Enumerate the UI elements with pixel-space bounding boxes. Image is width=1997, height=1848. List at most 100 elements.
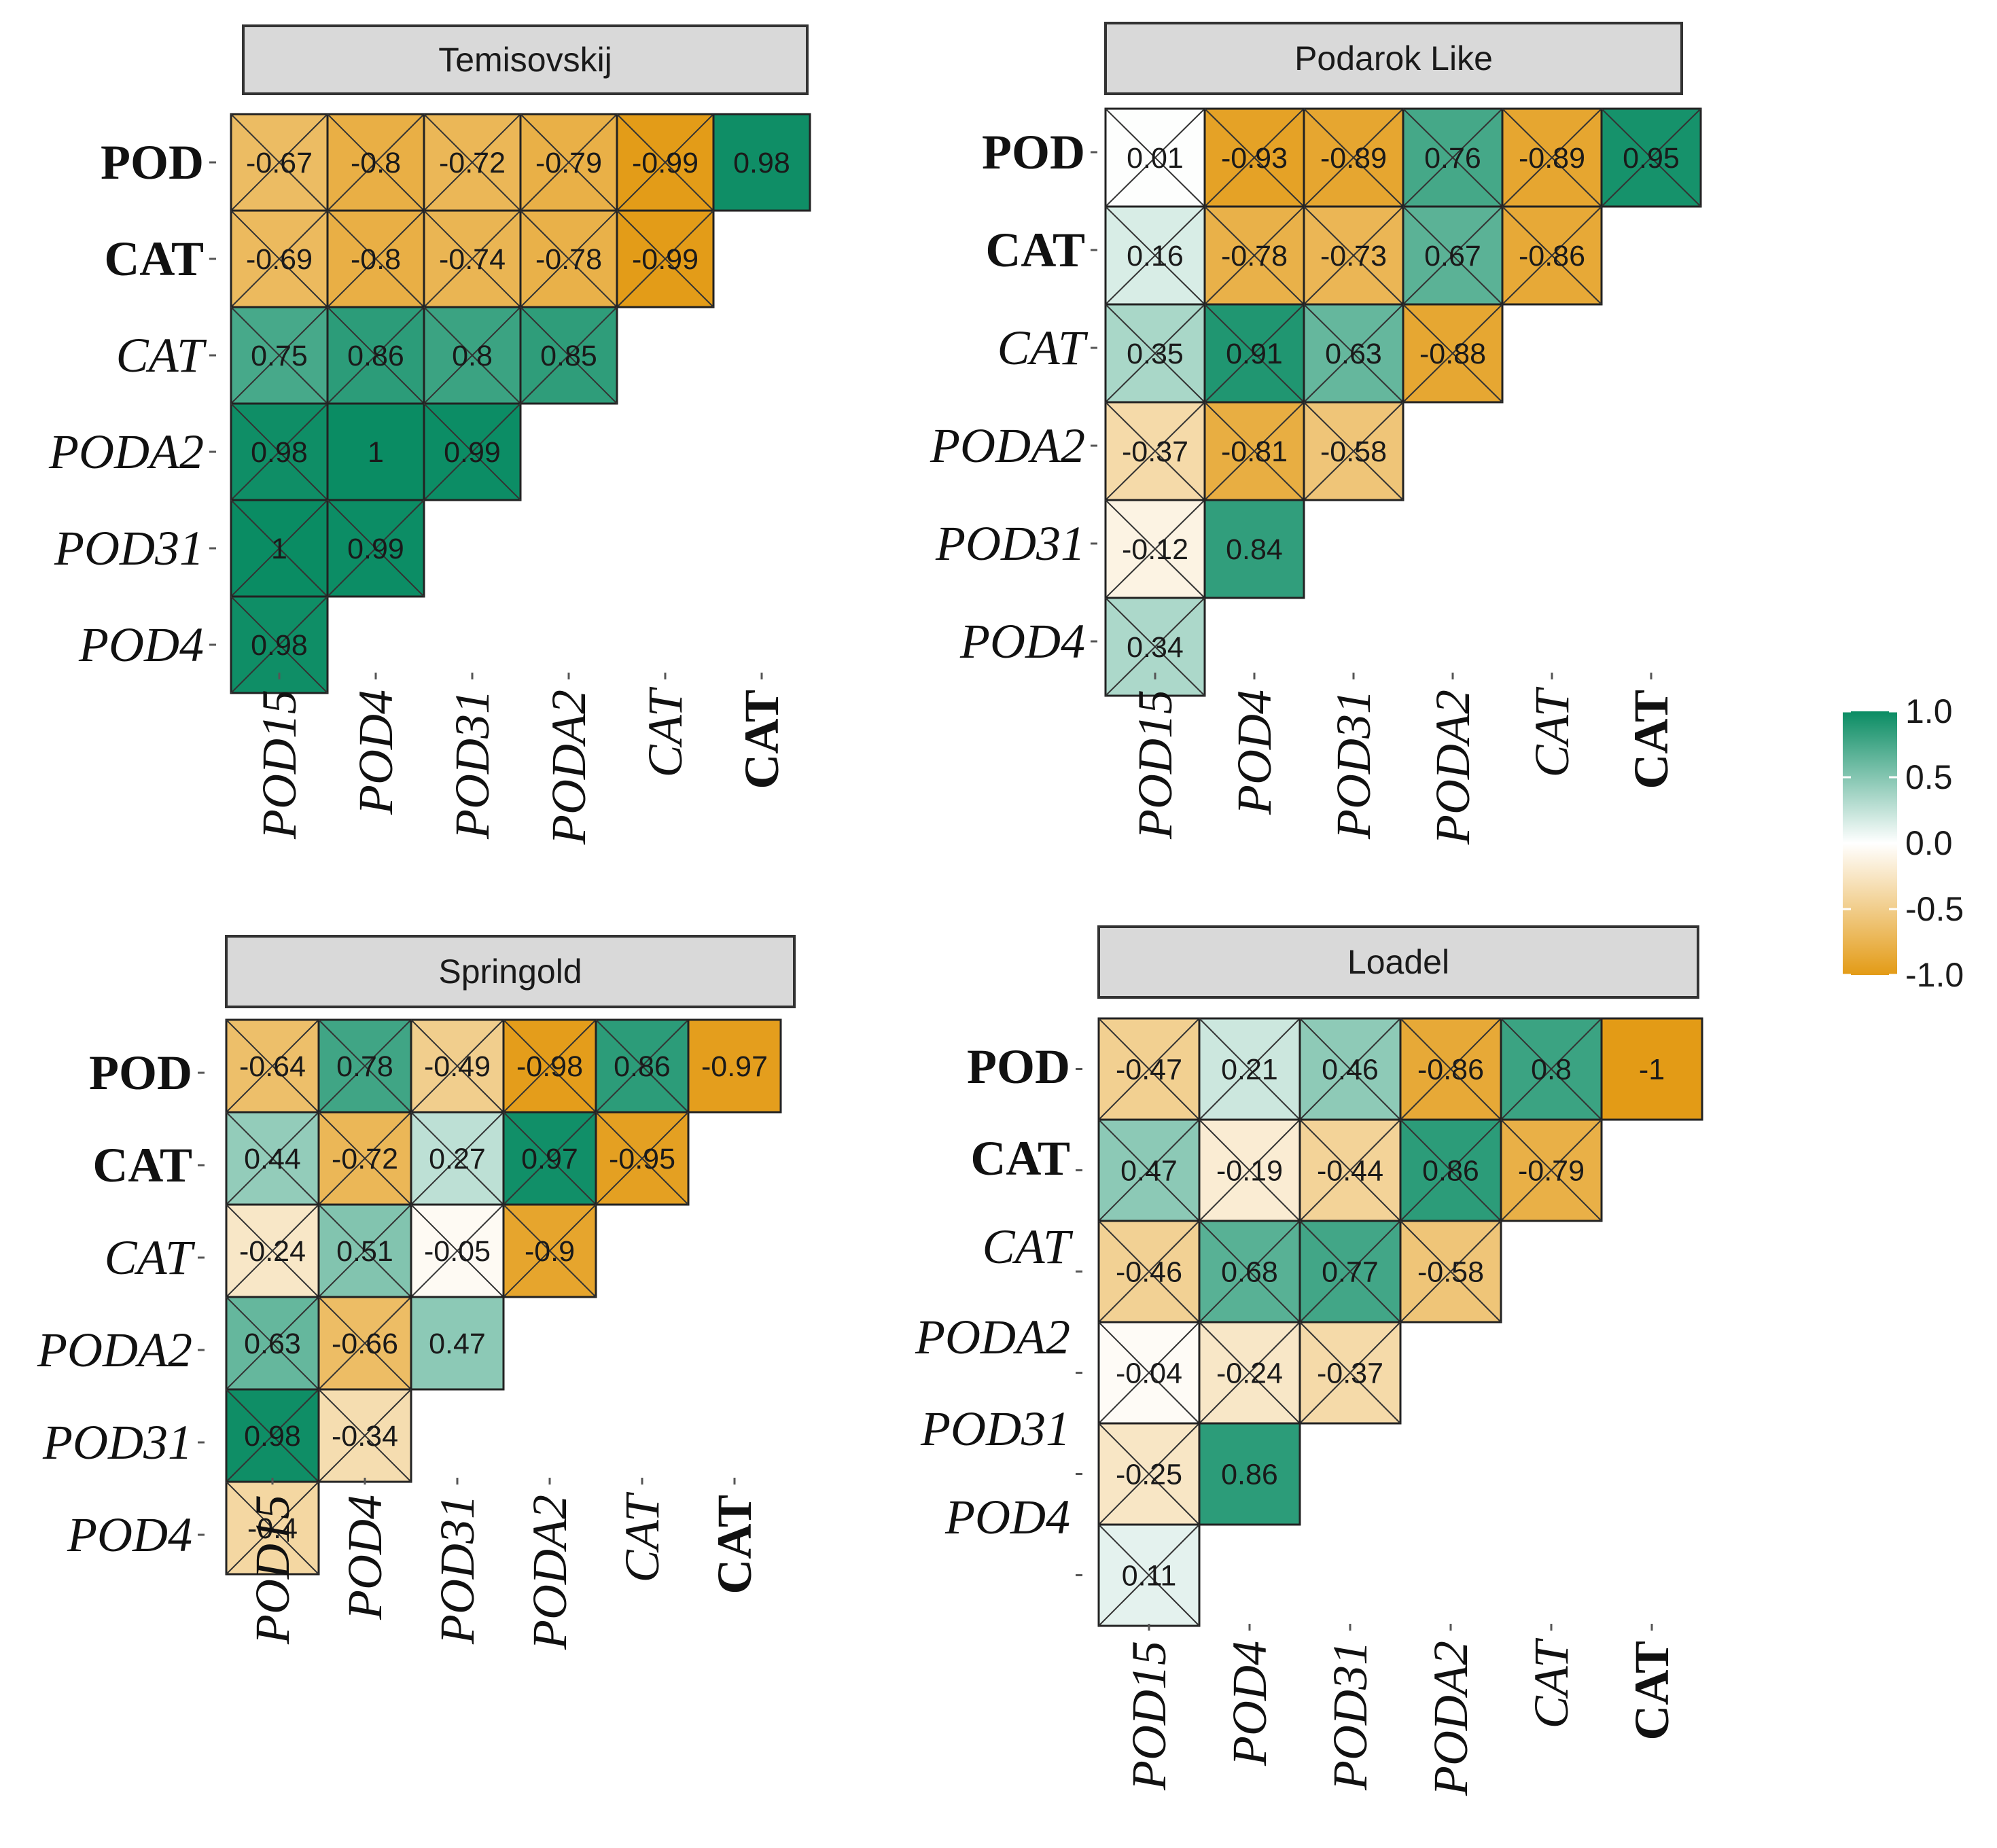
insignificant-cross [1199,1321,1301,1424]
heatmap-cell: 0.86 [1399,1118,1502,1222]
insignificant-cross [1299,1119,1401,1222]
cell-value-label: -0.78 [1221,240,1288,272]
heatmap-cell: -0.72 [317,1111,412,1206]
heatmap-cell: 0.16 [1104,205,1206,306]
insignificant-cross [423,113,521,211]
insignificant-cross [1204,206,1305,305]
cell-value-label: -0.8 [351,147,401,179]
heatmap-cell: -0.89 [1501,107,1603,208]
insignificant-cross [1402,206,1503,305]
panel-title: Loadel [1347,943,1449,981]
heatmap-cell: 0.47 [1097,1118,1201,1222]
heatmap-cell: -0.44 [1298,1118,1402,1222]
heatmap-cell: 0.99 [326,499,425,598]
insignificant-cross [226,1204,319,1298]
insignificant-cross [1105,304,1205,403]
panel-podarok-like: Podarok Like 0.01 -0.93 -0.89 0.76 -0.89 0.95 0… [930,22,1702,845]
cell-value-label: 0.99 [347,533,404,565]
heatmap-cell: -0.81 [1203,401,1305,501]
cell-value-label: 0.63 [244,1328,301,1360]
insignificant-cross [1098,1524,1200,1627]
heatmap-cell: 0.84 [1203,499,1305,599]
column-label: POD15 [1122,1641,1176,1791]
heatmap-cell: 0.68 [1198,1220,1301,1323]
insignificant-cross [1402,108,1503,207]
heatmap-cell: -0.25 [1097,1422,1201,1526]
cell-value-label: -0.64 [239,1050,306,1083]
heatmap-cell: 0.98 [712,113,811,212]
cell-value-label: -0.72 [439,147,506,179]
insignificant-cross [1098,1321,1200,1424]
cell-value-label: 0.47 [1120,1155,1178,1188]
insignificant-cross [230,499,328,597]
heatmap-cell: 0.86 [326,306,425,405]
heatmap-cell: 0.97 [502,1111,597,1206]
cell-value-label: 0.84 [1226,533,1283,566]
cell-value-label: -0.95 [609,1143,675,1175]
cell-value-label: -0.04 [1116,1357,1182,1390]
heatmap-cell: -0.9 [502,1203,597,1298]
cell-value-label: -0.67 [246,147,313,179]
cell-value-label: 0.97 [521,1143,578,1175]
heatmap-cell: 0.98 [225,1388,320,1483]
heatmap-cell: -0.99 [616,113,715,212]
insignificant-cross [327,113,425,211]
cell-value-label: -0.24 [1216,1357,1283,1390]
cell-value-label: 0.63 [1325,338,1382,370]
panel-title: Springold [438,953,582,991]
row-label: PODA2 [915,1310,1070,1364]
cell-value-label: 0.35 [1127,338,1184,370]
insignificant-cross [1204,108,1305,207]
insignificant-cross [1502,108,1602,207]
heatmap-cell: -0.46 [1097,1220,1201,1323]
cell-value-label: 0.86 [1422,1155,1479,1188]
heatmap-cell: -0.24 [225,1203,320,1298]
heatmap-cell: -0.47 [1097,1017,1201,1121]
column-label: CAT [615,1491,669,1582]
cell-value-label: -0.49 [424,1050,491,1083]
heatmap-cell: -0.78 [519,209,618,308]
heatmap-cell: -0.72 [423,113,522,212]
heatmap-cell: -0.19 [1198,1118,1301,1222]
row-label: CAT [970,1131,1070,1186]
insignificant-cross [226,1389,319,1482]
heatmap-cell-fill [1198,1422,1301,1526]
panel-loadel: Loadel -0.47 0.21 0.46 -0.86 0.8 -1 0.47 -0.19 -0… [915,925,1703,1796]
heatmap-cell: -0.98 [502,1018,597,1114]
insignificant-cross [226,1296,319,1390]
row-label: POD4 [944,1490,1070,1544]
column-label: POD4 [349,690,403,815]
heatmap-cell: 1 [230,499,329,598]
heatmap-cell: 0.21 [1198,1017,1301,1121]
heatmap-cell: 0.35 [1104,303,1206,404]
insignificant-cross [327,306,425,404]
row-label: POD31 [42,1415,192,1470]
row-label: CAT [92,1138,192,1192]
panel-header [242,24,809,95]
cell-value-label: 0.86 [1221,1459,1278,1491]
heatmap-cell: 0.47 [410,1296,505,1391]
cell-value-label: -0.25 [1116,1459,1182,1491]
heatmap-cell: 0.67 [1402,205,1504,306]
heatmap-cell: 0.46 [1298,1017,1402,1121]
insignificant-cross [318,1112,412,1205]
heatmap-cell: 0.77 [1298,1220,1402,1323]
cell-value-label: 0.47 [429,1328,486,1360]
colorbar-tick-label: 0.5 [1905,758,1953,796]
insignificant-cross [1199,1018,1301,1120]
row-label: CAT [104,232,204,286]
insignificant-cross [1299,1018,1401,1120]
cell-value-label: -0.58 [1320,436,1387,468]
heatmap-cell: 0.86 [595,1018,690,1114]
cell-value-label: 0.8 [1531,1054,1572,1086]
heatmap-cell: -0.58 [1303,401,1404,501]
cell-value-label: -0.19 [1216,1155,1283,1188]
heatmap-cell-fill [410,1296,505,1391]
insignificant-cross [1303,206,1404,305]
row-label: POD [967,1040,1070,1094]
cell-value-label: -0.73 [1320,240,1387,272]
cell-value-label: -0.12 [1122,533,1188,566]
cell-value-label: 0.78 [336,1050,393,1083]
cell-value-label: 0.77 [1322,1256,1379,1289]
row-label: PODA2 [930,419,1085,473]
